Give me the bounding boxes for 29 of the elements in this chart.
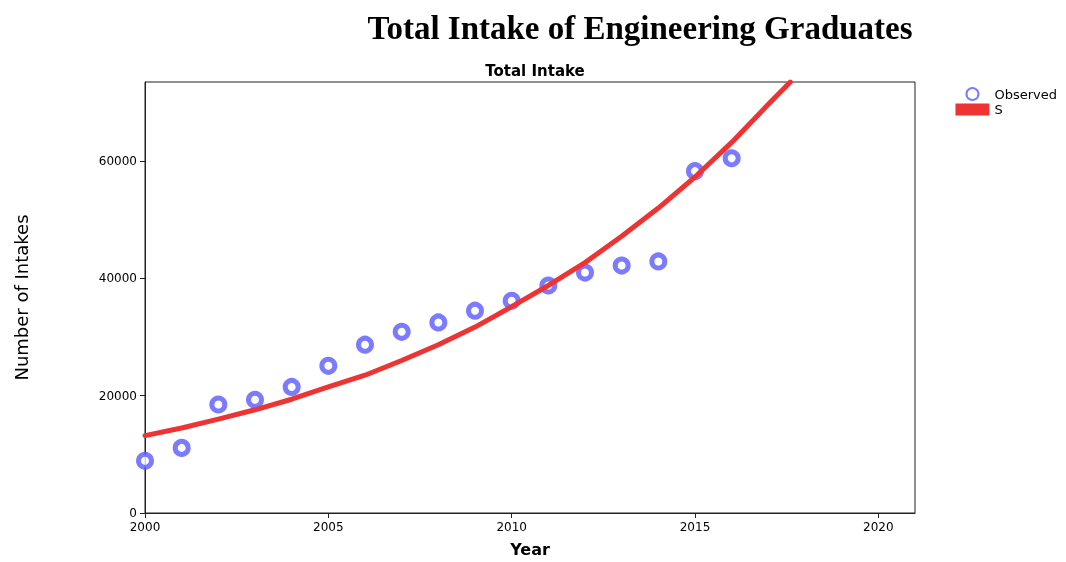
point [612, 256, 631, 275]
y-tick-label: 60000 [98, 154, 137, 169]
point [576, 263, 594, 282]
legend-label: Observed [994, 86, 1057, 102]
x-tick-label: 2015 [679, 520, 711, 534]
y-tick-label: 0 [129, 506, 137, 520]
legend-label: S [994, 102, 1003, 117]
point [172, 438, 191, 457]
point [319, 356, 338, 375]
point [209, 395, 228, 414]
point [136, 451, 154, 470]
point [246, 390, 264, 409]
point [649, 252, 668, 271]
y-axis-title: Number of Intakes [10, 214, 32, 381]
chart-subtitle: Total Intake [485, 61, 585, 80]
chart-title: Total Intake of Engineering Graduates [367, 9, 913, 46]
y-tick-label: 20000 [98, 388, 137, 403]
x-axis-title: Year [509, 539, 550, 559]
x-tick-label: 2005 [313, 520, 344, 534]
point [429, 313, 448, 332]
y-tick-label: 40000 [98, 271, 137, 286]
point [282, 377, 301, 396]
x-tick-label: 2010 [496, 520, 527, 534]
x-tick-label: 2000 [129, 520, 161, 534]
point [722, 149, 741, 168]
point [356, 335, 374, 354]
point [392, 322, 411, 341]
point [466, 301, 484, 320]
x-tick-label: 2020 [863, 520, 894, 534]
